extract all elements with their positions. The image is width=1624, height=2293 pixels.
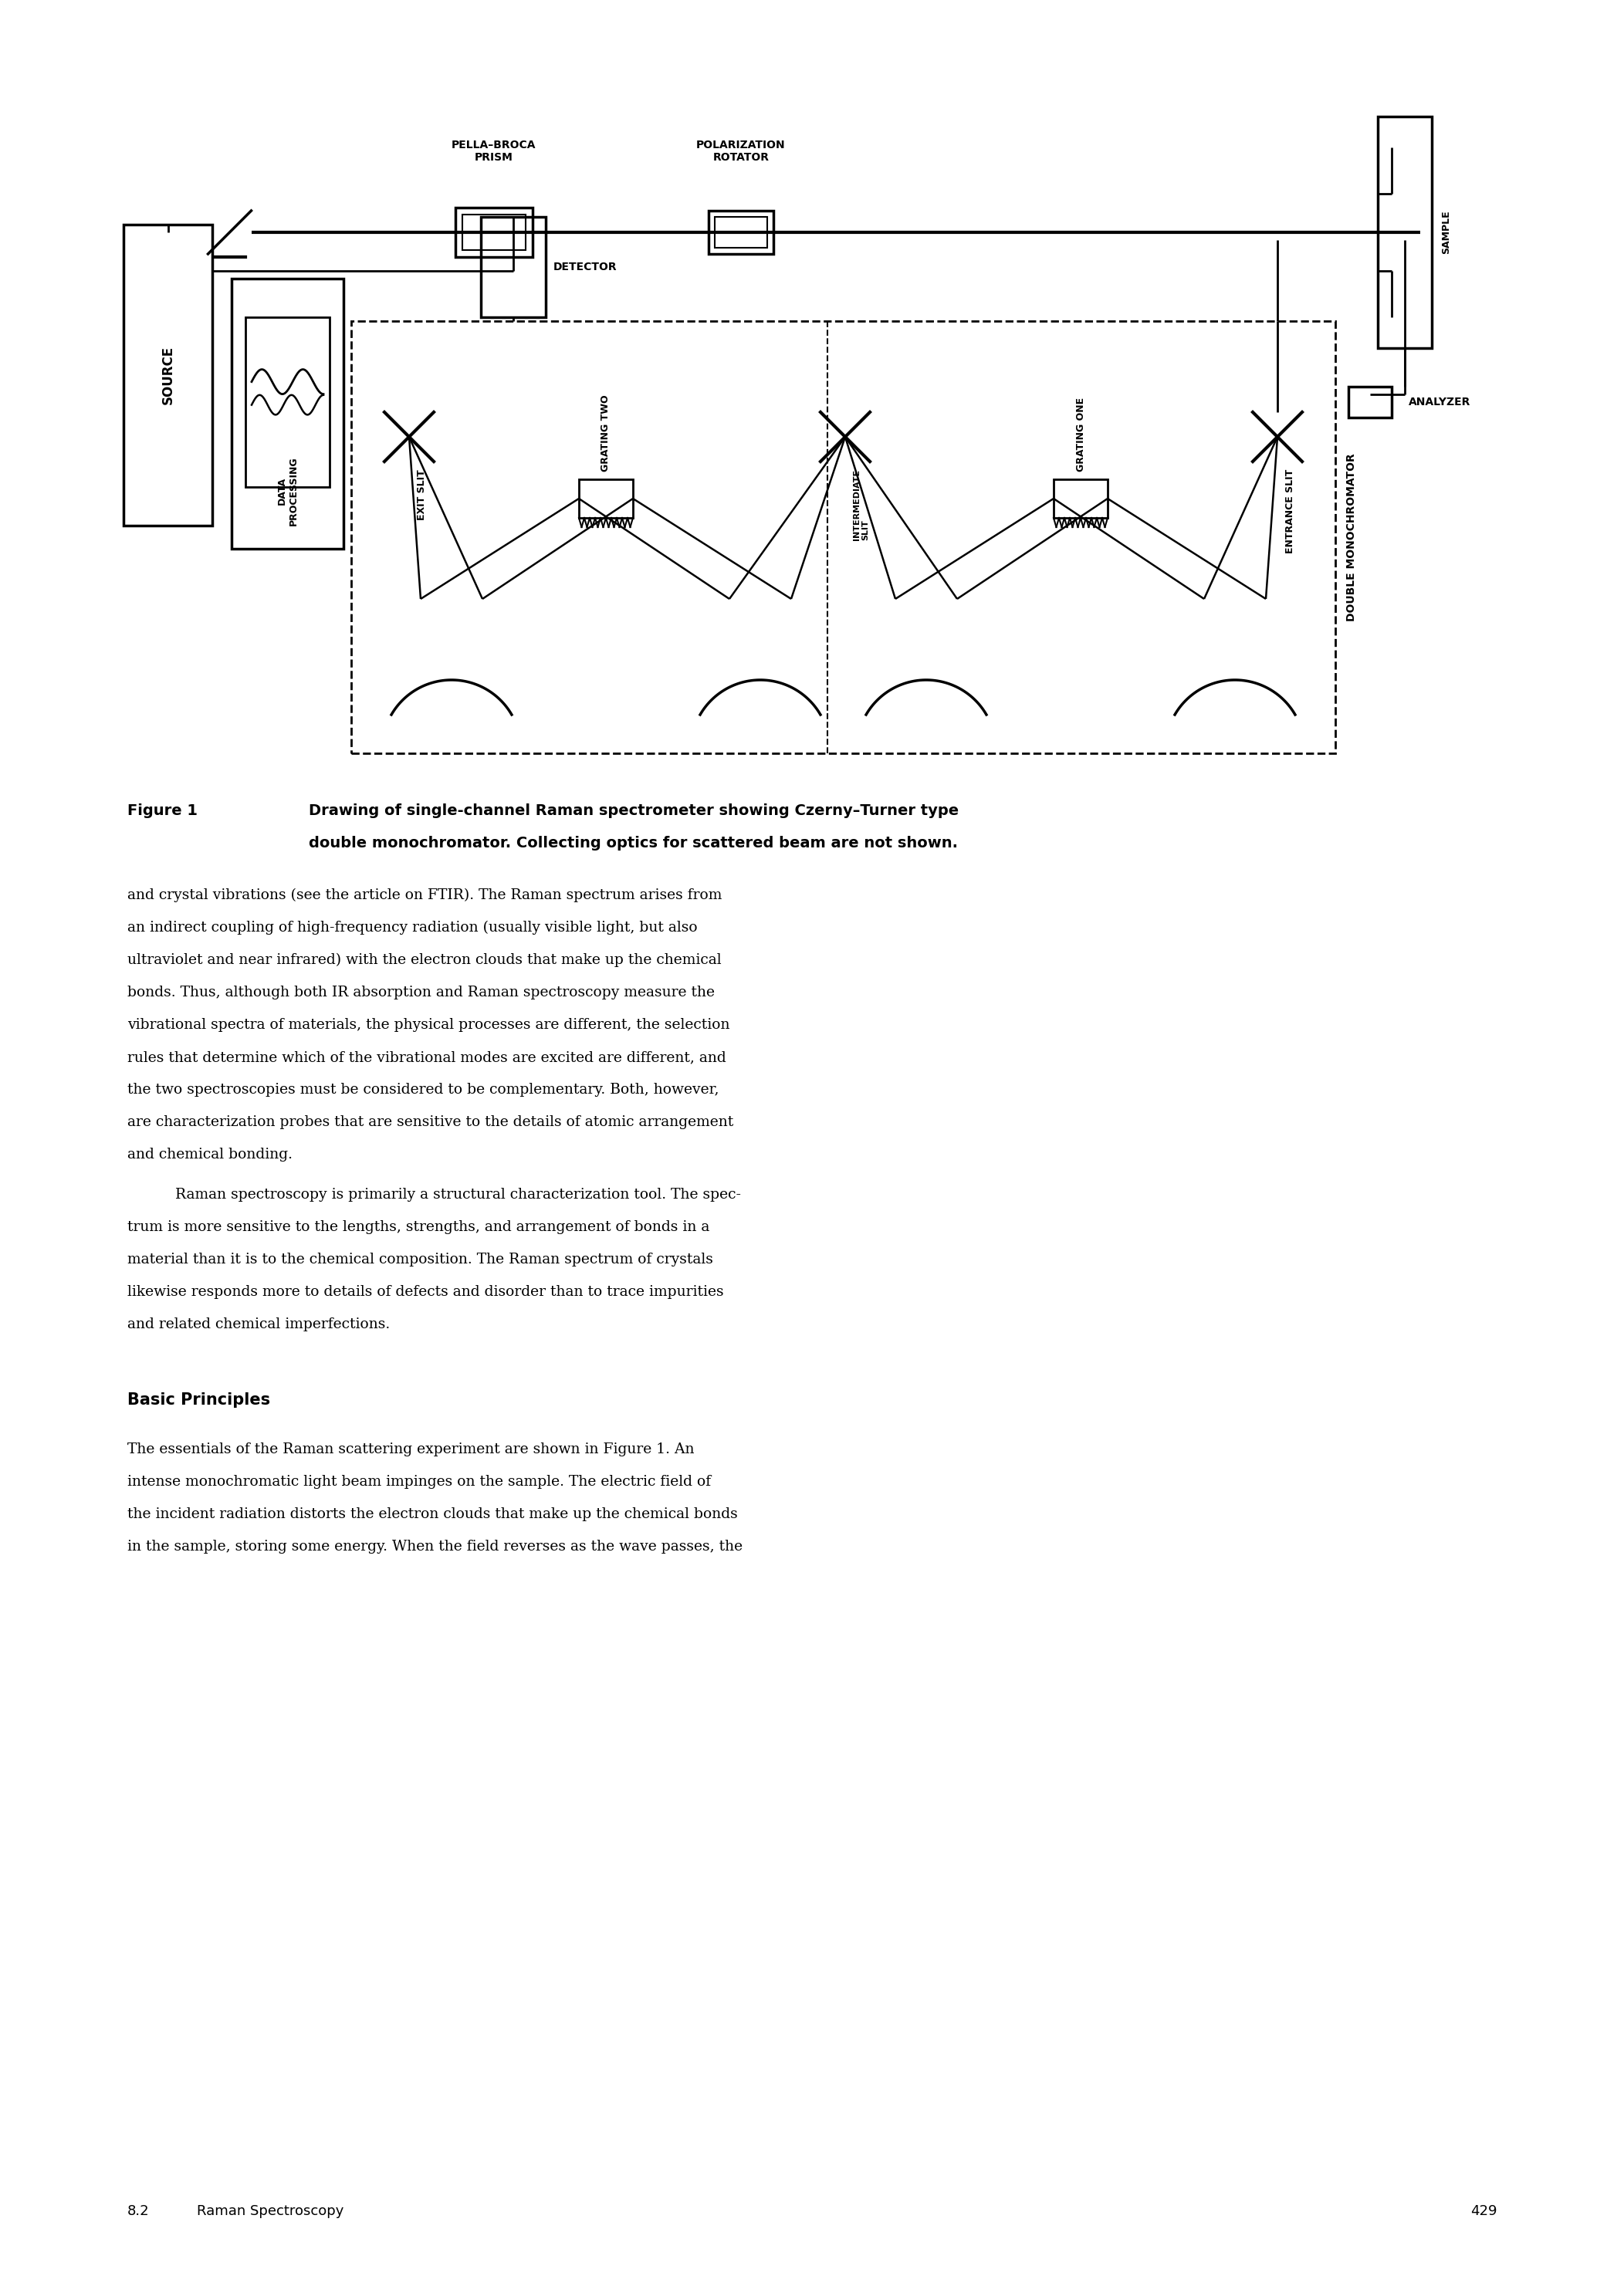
Text: vibrational spectra of materials, the physical processes are different, the sele: vibrational spectra of materials, the ph… [127,1018,729,1032]
Text: bonds. Thus, although both IR absorption and Raman spectroscopy measure the: bonds. Thus, although both IR absorption… [127,986,715,1000]
Text: Raman Spectroscopy: Raman Spectroscopy [197,2204,344,2217]
Text: GRATING TWO: GRATING TWO [601,394,611,472]
Text: trum is more sensitive to the lengths, strengths, and arrangement of bonds in a: trum is more sensitive to the lengths, s… [127,1220,710,1234]
Bar [351,321,1335,754]
Bar [123,225,213,525]
Bar [715,218,767,248]
Text: the incident radiation distorts the electron clouds that make up the chemical bo: the incident radiation distorts the elec… [127,1507,737,1520]
Text: 8.2: 8.2 [127,2204,149,2217]
Text: and chemical bonding.: and chemical bonding. [127,1149,292,1163]
Bar [1054,479,1108,518]
Text: material than it is to the chemical composition. The Raman spectrum of crystals: material than it is to the chemical comp… [127,1252,713,1266]
Text: likewise responds more to details of defects and disorder than to trace impuriti: likewise responds more to details of def… [127,1284,724,1298]
Text: DETECTOR: DETECTOR [554,261,617,273]
Text: INTERMEDIATE
SLIT: INTERMEDIATE SLIT [853,470,869,541]
Bar [578,479,633,518]
Bar [245,316,330,486]
Text: EXIT SLIT: EXIT SLIT [417,470,427,521]
Text: intense monochromatic light beam impinges on the sample. The electric field of: intense monochromatic light beam impinge… [127,1474,711,1488]
Text: ultraviolet and near infrared) with the electron clouds that make up the chemica: ultraviolet and near infrared) with the … [127,954,721,968]
Text: Basic Principles: Basic Principles [127,1392,270,1408]
Bar [232,280,344,548]
Text: GRATING ONE: GRATING ONE [1075,397,1085,472]
Text: SAMPLE: SAMPLE [1440,211,1452,255]
Text: Figure 1: Figure 1 [127,803,198,819]
Text: Drawing of single-channel Raman spectrometer showing Czerny–Turner type: Drawing of single-channel Raman spectrom… [309,803,958,819]
Text: ANALYZER: ANALYZER [1408,397,1471,408]
Text: the two spectroscopies must be considered to be complementary. Both, however,: the two spectroscopies must be considere… [127,1082,719,1096]
Text: are characterization probes that are sensitive to the details of atomic arrangem: are characterization probes that are sen… [127,1114,734,1128]
Text: ENTRANCE SLIT: ENTRANCE SLIT [1285,470,1296,553]
Text: Raman spectroscopy is primarily a structural characterization tool. The spec-: Raman spectroscopy is primarily a struct… [156,1188,741,1202]
Text: rules that determine which of the vibrational modes are excited are different, a: rules that determine which of the vibrat… [127,1050,726,1064]
Text: double monochromator. Collecting optics for scattered beam are not shown.: double monochromator. Collecting optics … [309,837,958,851]
Bar [1348,388,1392,417]
Text: an indirect coupling of high-frequency radiation (usually visible light, but als: an indirect coupling of high-frequency r… [127,922,697,936]
Text: 429: 429 [1471,2204,1497,2217]
Text: PELLA–BROCA
PRISM: PELLA–BROCA PRISM [451,140,536,163]
Text: and related chemical imperfections.: and related chemical imperfections. [127,1318,390,1332]
Text: DATA
PROCESSING: DATA PROCESSING [276,456,299,525]
Bar [463,216,526,250]
Bar [708,211,773,255]
Text: POLARIZATION
ROTATOR: POLARIZATION ROTATOR [697,140,786,163]
Bar [481,218,546,316]
Bar [455,209,533,257]
Text: and crystal vibrations (see the article on FTIR). The Raman spectrum arises from: and crystal vibrations (see the article … [127,887,723,903]
Text: DOUBLE MONOCHROMATOR: DOUBLE MONOCHROMATOR [1346,454,1358,621]
Text: SOURCE: SOURCE [161,346,175,404]
Text: in the sample, storing some energy. When the field reverses as the wave passes, : in the sample, storing some energy. When… [127,1539,742,1555]
Bar [1377,117,1432,349]
Text: The essentials of the Raman scattering experiment are shown in Figure 1. An: The essentials of the Raman scattering e… [127,1442,695,1456]
